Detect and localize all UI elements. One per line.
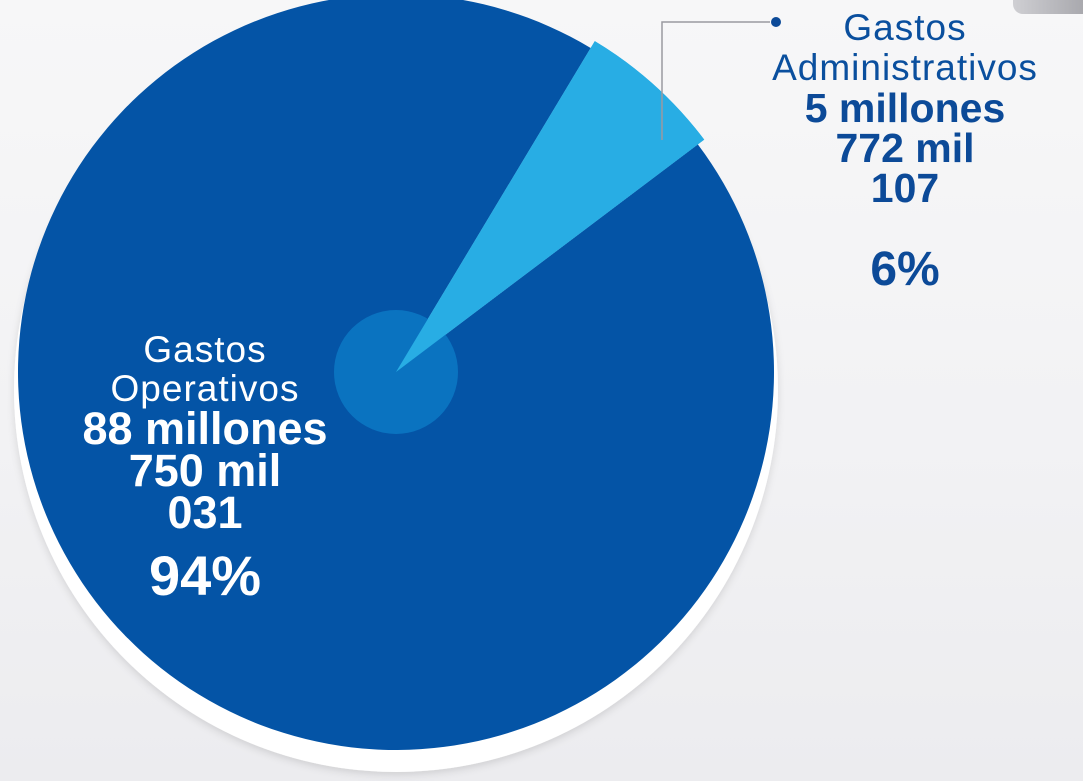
operativos-percent: 94%	[148, 544, 262, 607]
administrativos-name-line2: Administrativos	[772, 47, 1038, 88]
administrativos-amount-line2: 772 mil	[835, 125, 975, 171]
operativos-amount-line1: 88 millones	[82, 403, 328, 454]
pie-slice-administrativos-tip	[396, 41, 705, 372]
administrativos-name-line1: Gastos	[843, 7, 967, 48]
administrativos-percent: 6%	[870, 243, 940, 296]
administrativos-amount-line1: 5 millones	[804, 85, 1006, 131]
operativos-amount-line3: 031	[167, 487, 243, 538]
administrativos-amount-line3: 107	[870, 165, 940, 211]
operativos-name-line2: Operativos	[110, 368, 300, 409]
callout-dot	[771, 17, 781, 27]
callout-line	[661, 21, 770, 140]
administrativos-label: Gastos Administrativos 5 millones 772 mi…	[720, 8, 1083, 294]
operativos-name-line1: Gastos	[143, 329, 267, 370]
operativos-label: Gastos Operativos 88 millones 750 mil 03…	[40, 330, 370, 604]
corner-decoration	[1013, 0, 1083, 14]
operativos-amount-line2: 750 mil	[128, 445, 282, 496]
